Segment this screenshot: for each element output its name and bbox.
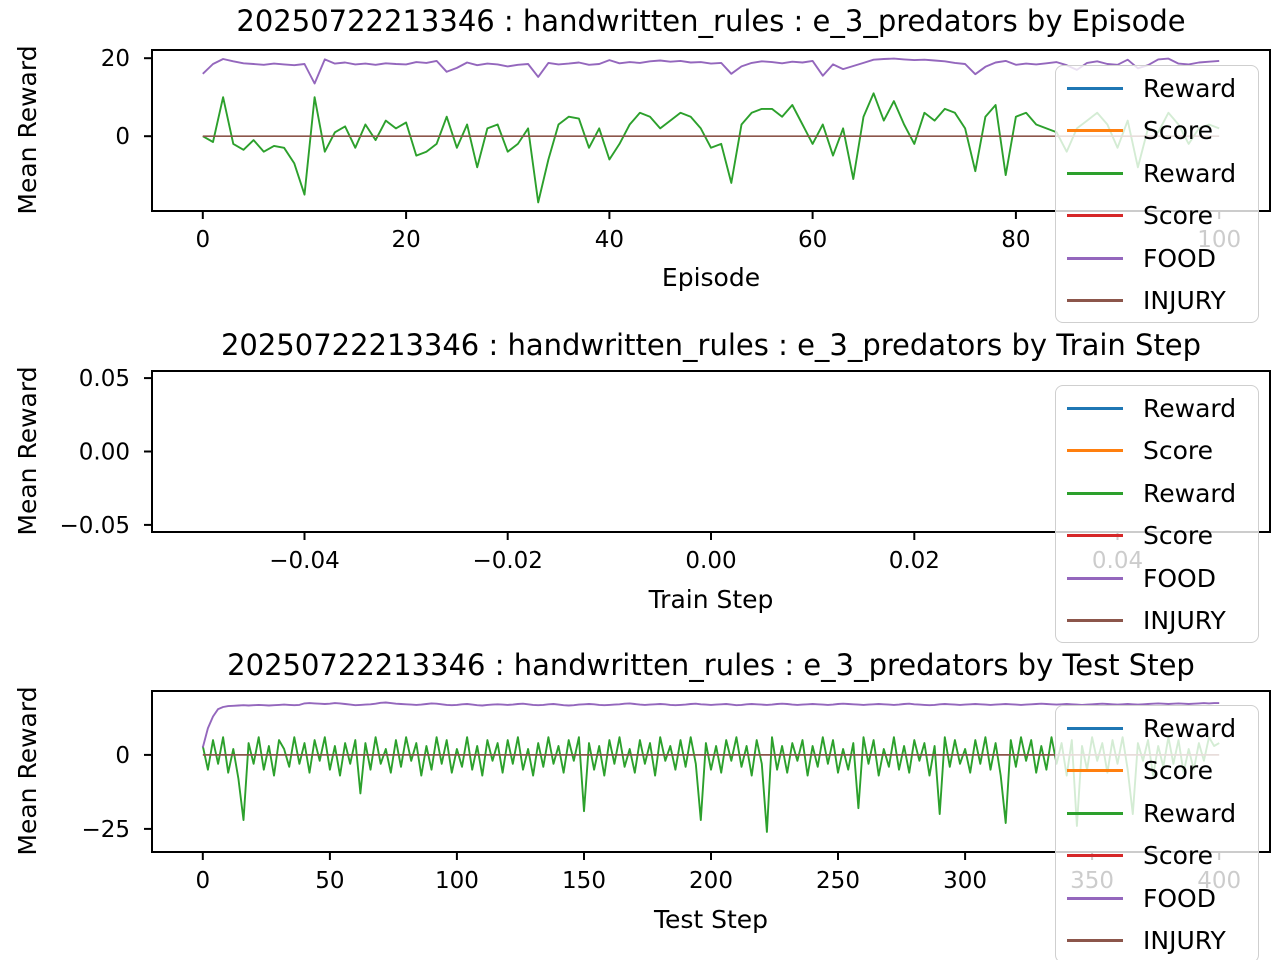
- legend-entry-score: Score: [1056, 110, 1258, 153]
- legend-entry-label: Reward: [1143, 158, 1237, 188]
- x-tick-label: 0: [195, 868, 210, 894]
- legend-line-sample: [1067, 406, 1123, 410]
- legend-entry-reward: Reward: [1056, 707, 1258, 750]
- axes-spines-chart2: [151, 370, 1271, 533]
- axes-spines-chart1: [151, 49, 1271, 212]
- legend-line-sample: [1067, 86, 1123, 90]
- legend-entry-label: INJURY: [1143, 286, 1226, 316]
- y-tick-label: 0: [115, 743, 130, 769]
- legend-entry-score: Score: [1056, 430, 1258, 473]
- legend-entry-injury: INJURY: [1056, 280, 1258, 323]
- legend-entry-label: Score: [1143, 201, 1214, 231]
- legend-line-sample: [1067, 896, 1123, 900]
- y-tick-label: −25: [81, 817, 130, 843]
- legend-line-sample: [1067, 129, 1123, 133]
- legend-entry-reward: Reward: [1056, 387, 1258, 430]
- legend-entry-label: FOOD: [1143, 563, 1216, 593]
- legend-entry-label: FOOD: [1143, 243, 1216, 273]
- legend-entry-label: Reward: [1143, 798, 1237, 828]
- x-tick-label: 0: [195, 227, 210, 253]
- legend-entry-score: Score: [1056, 515, 1258, 558]
- legend-entry-label: INJURY: [1143, 606, 1226, 636]
- series-line-reward-chart1: [202, 92, 1220, 204]
- axes-spines-chart3: [151, 690, 1271, 853]
- x-tick-label: 0.00: [685, 548, 736, 574]
- legend-line-sample: [1067, 811, 1123, 815]
- legend-line-sample: [1067, 171, 1123, 175]
- legend-line-sample: [1067, 214, 1123, 218]
- x-tick-label: 0.02: [889, 548, 940, 574]
- y-tick-label: 0.05: [79, 366, 130, 392]
- legend-entry-label: Score: [1143, 521, 1214, 551]
- legend-entry-label: Score: [1143, 756, 1214, 786]
- legend-line-sample: [1067, 534, 1123, 538]
- x-tick-label: 150: [562, 868, 606, 894]
- x-tick-label: −0.02: [472, 548, 542, 574]
- chart2-title: 20250722213346 : handwritten_rules : e_3…: [220, 328, 1202, 362]
- legend-line-sample: [1067, 256, 1123, 260]
- legend-line-sample: [1067, 769, 1123, 773]
- series-line-food-chart1: [202, 57, 1220, 85]
- x-tick-label: 80: [1001, 227, 1030, 253]
- chart3-x-axis-label: Test Step: [653, 905, 769, 934]
- legend-entry-reward: Reward: [1056, 152, 1258, 195]
- legend-line-sample: [1067, 491, 1123, 495]
- chart1-x-axis-label: Episode: [661, 263, 761, 292]
- legend-entry-label: FOOD: [1143, 883, 1216, 913]
- y-tick-label: 20: [101, 46, 130, 72]
- chart3-title: 20250722213346 : handwritten_rules : e_3…: [227, 648, 1195, 682]
- legend-entry-reward: Reward: [1056, 792, 1258, 835]
- legend-entry-score: Score: [1056, 750, 1258, 793]
- legend-entry-label: Reward: [1143, 713, 1237, 743]
- legend-entry-score: Score: [1056, 835, 1258, 878]
- x-tick-label: 200: [689, 868, 733, 894]
- chart3-legend: Reward Score Reward Score FOOD INJURY: [1055, 705, 1259, 960]
- legend-entry-injury: INJURY: [1056, 600, 1258, 643]
- chart1-legend: Reward Score Reward Score FOOD INJURY: [1055, 65, 1259, 323]
- legend-entry-food: FOOD: [1056, 237, 1258, 280]
- chart2-legend: Reward Score Reward Score FOOD INJURY: [1055, 385, 1259, 643]
- y-tick-label: 0: [115, 124, 130, 150]
- legend-entry-injury: INJURY: [1056, 920, 1258, 960]
- x-tick-label: 40: [595, 227, 624, 253]
- series-line-reward-chart3: [201, 736, 1220, 833]
- chart1-title: 20250722213346 : handwritten_rules : e_3…: [236, 4, 1186, 38]
- legend-entry-label: INJURY: [1143, 926, 1226, 956]
- legend-entry-label: Reward: [1143, 478, 1237, 508]
- legend-line-sample: [1067, 576, 1123, 580]
- legend-entry-food: FOOD: [1056, 557, 1258, 600]
- legend-entry-score: Score: [1056, 195, 1258, 238]
- legend-line-sample: [1067, 299, 1123, 303]
- legend-line-sample: [1067, 939, 1123, 943]
- legend-entry-label: Reward: [1143, 73, 1237, 103]
- legend-entry-label: Score: [1143, 116, 1214, 146]
- x-tick-label: −0.04: [269, 548, 339, 574]
- y-tick-label: 0.00: [79, 440, 130, 466]
- legend-entry-label: Reward: [1143, 393, 1237, 423]
- legend-line-sample: [1067, 449, 1123, 453]
- chart2-x-axis-label: Train Step: [648, 585, 774, 614]
- x-tick-label: 250: [816, 868, 860, 894]
- x-tick-label: 300: [943, 868, 987, 894]
- x-tick-label: 50: [315, 868, 344, 894]
- x-tick-label: 100: [435, 868, 479, 894]
- legend-entry-label: Score: [1143, 436, 1214, 466]
- y-tick-label: −0.05: [60, 513, 130, 539]
- legend-line-sample: [1067, 619, 1123, 623]
- x-tick-label: 60: [798, 227, 827, 253]
- x-tick-label: 20: [391, 227, 420, 253]
- legend-line-sample: [1067, 854, 1123, 858]
- legend-line-sample: [1067, 726, 1123, 730]
- legend-entry-label: Score: [1143, 841, 1214, 871]
- series-line-food-chart3: [201, 701, 1220, 748]
- legend-entry-reward: Reward: [1056, 472, 1258, 515]
- legend-entry-food: FOOD: [1056, 877, 1258, 920]
- legend-entry-reward: Reward: [1056, 67, 1258, 110]
